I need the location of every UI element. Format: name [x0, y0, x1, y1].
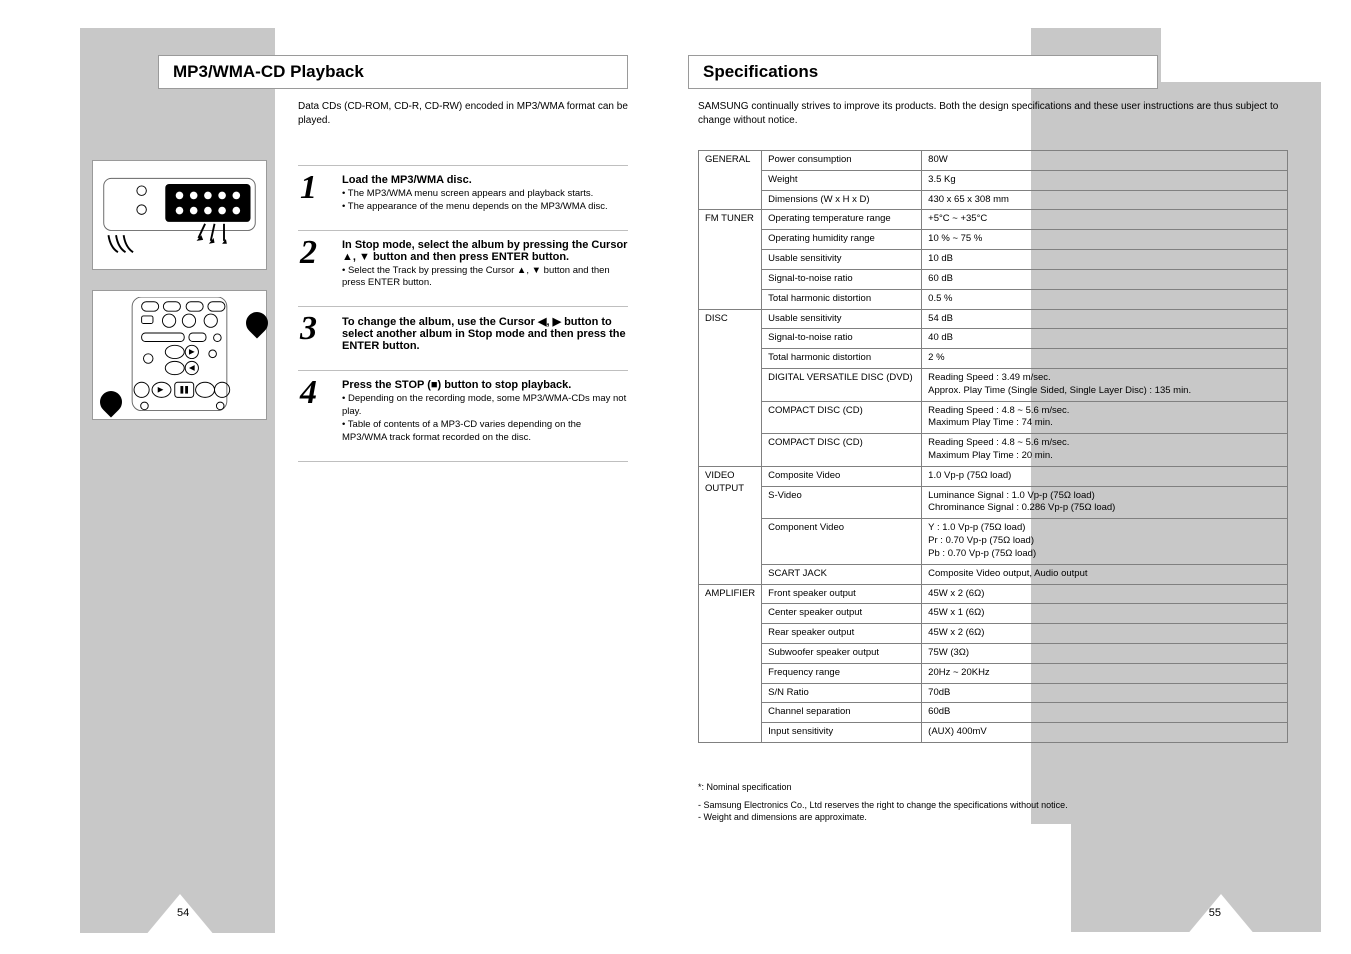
spec-val: Composite Video output, Audio output	[922, 564, 1288, 584]
remote-svg	[99, 297, 260, 411]
spec-val: 45W x 2 (6Ω)	[922, 584, 1288, 604]
spec-key: Rear speaker output	[762, 624, 922, 644]
step-title: Load the MP3/WMA disc.	[342, 174, 628, 186]
spec-key: Usable sensitivity	[762, 309, 922, 329]
steps-container: 1 Load the MP3/WMA disc. The MP3/WMA men…	[298, 165, 628, 462]
spec-val: 10 % ~ 75 %	[922, 230, 1288, 250]
spec-key: S-Video	[762, 486, 922, 519]
step-item: 3 To change the album, use the Cursor ◀,…	[298, 306, 628, 370]
step-bullet: Select the Track by pressing the Cursor …	[342, 265, 628, 291]
spec-key: Center speaker output	[762, 604, 922, 624]
spec-key: Dimensions (W x H x D)	[762, 190, 922, 210]
spec-key: Input sensitivity	[762, 723, 922, 743]
spec-key: Power consumption	[762, 151, 922, 171]
step-bullet: The MP3/WMA menu screen appears and play…	[342, 188, 628, 201]
spec-key: Total harmonic distortion	[762, 289, 922, 309]
page-number-right: 55	[1209, 907, 1221, 919]
spec-val: 20Hz ~ 20KHz	[922, 663, 1288, 683]
spec-key: Total harmonic distortion	[762, 349, 922, 369]
intro-text-left: Data CDs (CD-ROM, CD-R, CD-RW) encoded i…	[298, 100, 628, 128]
spec-val: 430 x 65 x 308 mm	[922, 190, 1288, 210]
step-bullet: Table of contents of a MP3-CD varies dep…	[342, 419, 628, 445]
spec-val: Reading Speed : 4.8 ~ 5.6 m/sec. Maximum…	[922, 434, 1288, 467]
spec-val: 10 dB	[922, 250, 1288, 270]
spec-key: Composite Video	[762, 466, 922, 486]
spec-val: Luminance Signal : 1.0 Vp-p (75Ω load) C…	[922, 486, 1288, 519]
spec-key: DIGITAL VERSATILE DISC (DVD)	[762, 368, 922, 401]
spec-key: Frequency range	[762, 663, 922, 683]
spec-val: 60dB	[922, 703, 1288, 723]
step-title: In Stop mode, select the album by pressi…	[342, 239, 628, 263]
step-bullet: Depending on the recording mode, some MP…	[342, 393, 628, 419]
spec-category: AMPLIFIER	[699, 584, 762, 743]
spec-val: 80W	[922, 151, 1288, 171]
step-item: 4 Press the STOP (■) button to stop play…	[298, 370, 628, 461]
spec-table: GENERAL Power consumption 80W Weight 3.5…	[698, 150, 1288, 743]
spec-val: +5°C ~ +35°C	[922, 210, 1288, 230]
spec-key: Front speaker output	[762, 584, 922, 604]
spec-val: 75W (3Ω)	[922, 643, 1288, 663]
spec-intro: SAMSUNG continually strives to improve i…	[698, 100, 1288, 128]
spec-val: 3.5 Kg	[922, 170, 1288, 190]
page-number-left: 54	[177, 907, 189, 919]
spec-key: Usable sensitivity	[762, 250, 922, 270]
spec-key: COMPACT DISC (CD)	[762, 434, 922, 467]
step-number: 2	[300, 234, 317, 272]
spec-val: 1.0 Vp-p (75Ω load)	[922, 466, 1288, 486]
step-bullet: The appearance of the menu depends on th…	[342, 201, 628, 214]
spec-val: 0.5 %	[922, 289, 1288, 309]
spec-val: (AUX) 400mV	[922, 723, 1288, 743]
spec-key: Component Video	[762, 519, 922, 564]
page-corner-right	[1186, 894, 1256, 936]
step-item: 1 Load the MP3/WMA disc. The MP3/WMA men…	[298, 165, 628, 230]
step-item: 2 In Stop mode, select the album by pres…	[298, 230, 628, 307]
spec-key: Channel separation	[762, 703, 922, 723]
step-title: Press the STOP (■) button to stop playba…	[342, 379, 628, 391]
spec-category: GENERAL	[699, 151, 762, 210]
spec-key: Signal-to-noise ratio	[762, 269, 922, 289]
spec-val: 40 dB	[922, 329, 1288, 349]
spec-val: 60 dB	[922, 269, 1288, 289]
spec-val: Y : 1.0 Vp-p (75Ω load) Pr : 0.70 Vp-p (…	[922, 519, 1288, 564]
spec-key: S/N Ratio	[762, 683, 922, 703]
step-number: 1	[300, 169, 317, 207]
spec-key: SCART JACK	[762, 564, 922, 584]
spec-key: Weight	[762, 170, 922, 190]
step-number: 3	[300, 310, 317, 348]
footnote-1: *: Nominal specification	[698, 782, 1288, 794]
spec-key: COMPACT DISC (CD)	[762, 401, 922, 434]
spec-key: Operating humidity range	[762, 230, 922, 250]
spec-val: 45W x 1 (6Ω)	[922, 604, 1288, 624]
spec-val: Reading Speed : 4.8 ~ 5.6 m/sec. Maximum…	[922, 401, 1288, 434]
device-panel-svg	[99, 167, 260, 262]
step-number: 4	[300, 374, 317, 412]
spec-category: FM TUNER	[699, 210, 762, 309]
spec-val: Reading Speed : 3.49 m/sec. Approx. Play…	[922, 368, 1288, 401]
spec-val: 45W x 2 (6Ω)	[922, 624, 1288, 644]
spec-key: Subwoofer speaker output	[762, 643, 922, 663]
spec-val: 70dB	[922, 683, 1288, 703]
spec-val: 54 dB	[922, 309, 1288, 329]
spec-category: DISC	[699, 309, 762, 466]
spec-val: 2 %	[922, 349, 1288, 369]
section-title-left: MP3/WMA-CD Playback	[158, 55, 628, 89]
footnote-2: - Samsung Electronics Co., Ltd reserves …	[698, 800, 1288, 823]
spec-key: Operating temperature range	[762, 210, 922, 230]
spec-key: Signal-to-noise ratio	[762, 329, 922, 349]
diagram-device-panel	[92, 160, 267, 270]
spec-category: VIDEO OUTPUT	[699, 466, 762, 584]
section-title-right: Specifications	[688, 55, 1158, 89]
step-title: To change the album, use the Cursor ◀, ▶…	[342, 315, 628, 352]
